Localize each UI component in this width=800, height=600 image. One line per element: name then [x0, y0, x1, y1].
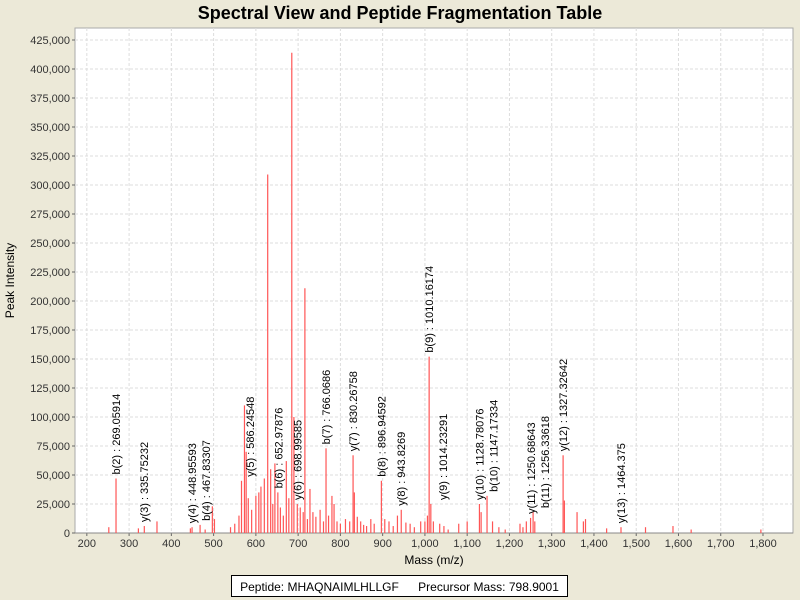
y-tick-label: 400,000	[30, 64, 70, 76]
x-tick-label: 1,200	[496, 538, 524, 550]
x-tick-label: 200	[78, 538, 96, 550]
peak-annotation: b(11) : 1256.33618	[540, 416, 552, 508]
y-tick-label: 0	[64, 528, 70, 540]
peak-annotation: y(11) : 1250.68643	[526, 422, 538, 514]
peak-annotation: y(6) : 698.99585	[293, 420, 305, 500]
y-tick-label: 50,000	[36, 470, 70, 482]
peak-annotation: y(7) : 830.26758	[348, 371, 360, 451]
x-tick-label: 1,700	[707, 538, 735, 550]
y-tick-label: 250,000	[30, 238, 70, 250]
peak-annotation: y(5) : 586.24548	[245, 397, 257, 477]
x-tick-label: 400	[162, 538, 180, 550]
peak-annotation: y(9) : 1014.23291	[438, 414, 450, 500]
peak-annotation: b(8) : 896.94592	[376, 396, 388, 477]
y-tick-label: 25,000	[36, 499, 70, 511]
y-tick-label: 275,000	[30, 209, 70, 221]
x-axis-label: Mass (m/z)	[404, 553, 463, 567]
peak-annotation: b(9) : 1010.16174	[424, 266, 436, 353]
x-tick-label: 1,300	[538, 538, 566, 550]
peak-annotation: b(4) : 467.83307	[201, 440, 213, 521]
x-tick-label: 500	[204, 538, 222, 550]
y-tick-label: 325,000	[30, 151, 70, 163]
peak-annotation: y(13) : 1464.375	[616, 443, 628, 523]
x-tick-label: 300	[120, 538, 138, 550]
y-tick-label: 150,000	[30, 354, 70, 366]
x-tick-label: 1,800	[749, 538, 777, 550]
y-axis-label: Peak Intensity	[3, 243, 17, 318]
y-tick-label: 350,000	[30, 122, 70, 134]
precursor-mass-label: Precursor Mass: 798.9001	[418, 580, 559, 594]
y-tick-label: 75,000	[36, 441, 70, 453]
x-tick-label: 1,600	[665, 538, 693, 550]
x-tick-label: 1,500	[622, 538, 650, 550]
peak-annotation: b(6) : 652.97876	[273, 408, 285, 489]
y-tick-label: 175,000	[30, 325, 70, 337]
x-tick-label: 900	[373, 538, 391, 550]
x-tick-label: 1,400	[580, 538, 608, 550]
y-tick-label: 300,000	[30, 180, 70, 192]
x-tick-label: 600	[247, 538, 265, 550]
y-tick-label: 425,000	[30, 35, 70, 47]
peak-annotation: y(10) : 1128.78076	[474, 408, 486, 500]
x-tick-label: 700	[289, 538, 307, 550]
y-tick-label: 375,000	[30, 93, 70, 105]
peak-annotation: b(7) : 766.0686	[321, 370, 333, 445]
x-tick-label: 800	[331, 538, 349, 550]
chart-title: Spectral View and Peptide Fragmentation …	[197, 3, 603, 23]
peak-annotation: b(10) : 1147.17334	[488, 400, 500, 492]
peak-annotation: y(3) : 335.75232	[139, 442, 151, 522]
y-tick-label: 125,000	[30, 383, 70, 395]
peak-annotation: y(8) : 943.8269	[396, 432, 408, 506]
peak-annotation: y(4) : 448.95593	[187, 443, 199, 523]
peak-annotation: y(12) : 1327.32642	[558, 359, 570, 451]
y-tick-label: 225,000	[30, 267, 70, 279]
peptide-legend: Peptide: MHAQNAIMLHLLGF Precursor Mass: …	[231, 575, 568, 597]
peptide-label: Peptide: MHAQNAIMLHLLGF	[240, 580, 399, 594]
x-tick-label: 1,000	[411, 538, 439, 550]
x-tick-label: 1,100	[453, 538, 481, 550]
plot-area	[74, 27, 794, 534]
y-tick-label: 200,000	[30, 296, 70, 308]
peak-annotation: b(2) : 269.05914	[111, 394, 123, 475]
y-tick-label: 100,000	[30, 412, 70, 424]
